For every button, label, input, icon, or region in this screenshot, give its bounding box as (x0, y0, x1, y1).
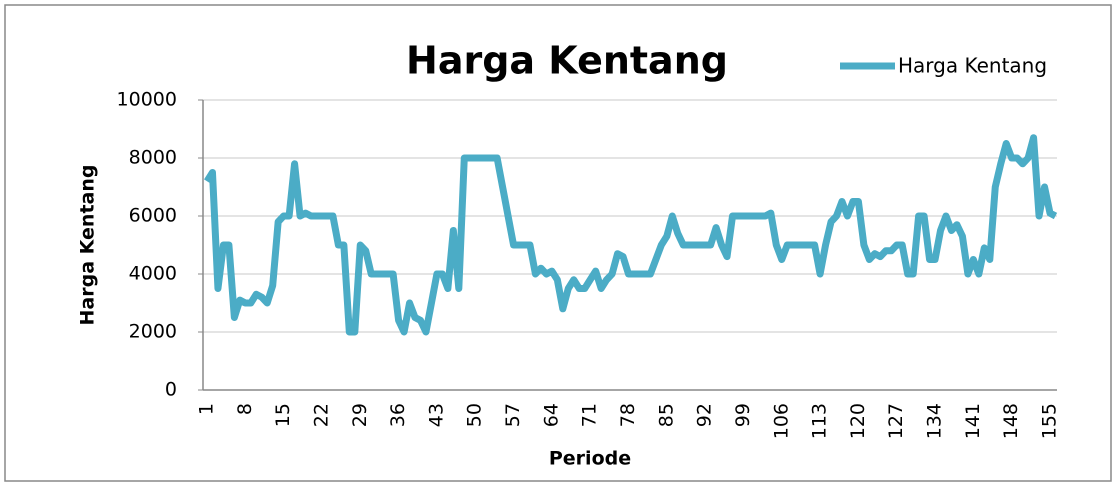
y-tick-label: 0 (165, 379, 177, 401)
x-axis-label: Periode (549, 448, 631, 470)
x-tick-label: 71 (579, 403, 601, 427)
legend-label: Harga Kentang (898, 54, 1047, 78)
x-tick-label: 1 (196, 403, 218, 415)
x-tick-label: 134 (924, 403, 946, 439)
y-tick-label: 10000 (117, 89, 177, 111)
data-line (204, 134, 1058, 336)
y-tick-label: 6000 (129, 205, 177, 227)
chart-title: Harga Kentang (406, 39, 728, 83)
y-axis-label: Harga Kentang (77, 165, 99, 326)
x-tick-label: 99 (732, 403, 754, 427)
x-tick-label: 92 (694, 403, 716, 427)
x-tick-label: 22 (310, 403, 332, 427)
x-tick-label: 113 (809, 403, 831, 439)
x-tick-label: 15 (272, 403, 294, 427)
x-tick-label: 120 (847, 403, 869, 439)
y-tick-label: 4000 (129, 263, 177, 285)
x-tick-label: 127 (885, 403, 907, 439)
x-tick-label: 43 (425, 403, 447, 427)
y-tick-label: 8000 (129, 147, 177, 169)
x-tick-label: 29 (349, 403, 371, 427)
x-tick-label: 8 (234, 403, 256, 415)
x-tick-label: 106 (770, 403, 792, 439)
x-tick-label: 64 (540, 403, 562, 427)
x-tick-label: 85 (655, 403, 677, 427)
y-tick-label: 2000 (129, 321, 177, 343)
x-tick-label: 141 (962, 403, 984, 439)
x-tick-label: 50 (464, 403, 486, 427)
x-tick-label: 36 (387, 403, 409, 427)
x-tick-label: 148 (1000, 403, 1022, 439)
x-tick-label: 57 (502, 403, 524, 427)
x-tick-label: 155 (1039, 403, 1061, 439)
x-tick-label: 78 (617, 403, 639, 427)
